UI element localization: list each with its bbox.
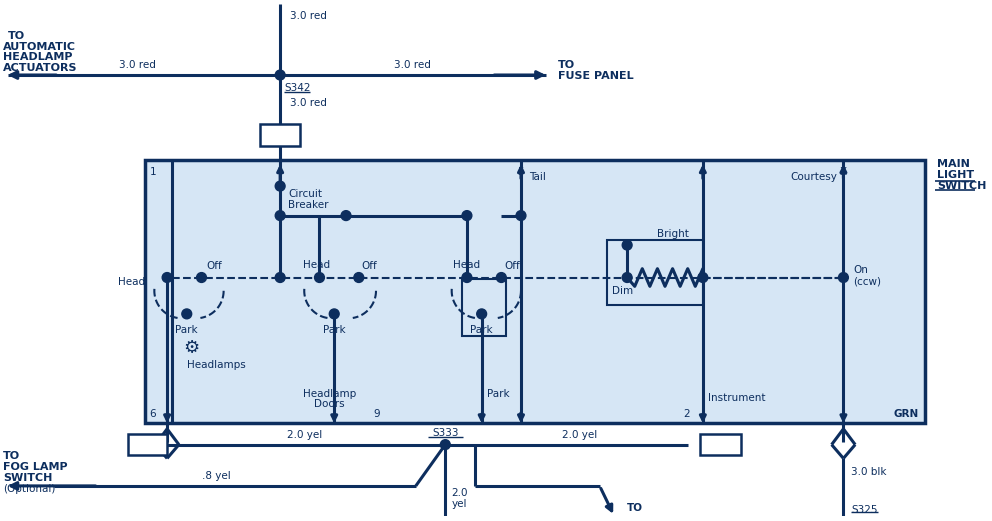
Text: (Optional): (Optional)	[3, 484, 56, 494]
Text: 2.0: 2.0	[451, 488, 467, 498]
Circle shape	[622, 272, 632, 282]
Text: Circuit: Circuit	[288, 189, 322, 199]
Text: LIGHT: LIGHT	[936, 170, 974, 180]
Circle shape	[275, 70, 285, 80]
Text: SWITCH: SWITCH	[3, 473, 53, 483]
Text: 5: 5	[517, 167, 524, 178]
Text: Head: Head	[453, 260, 480, 270]
Circle shape	[314, 272, 324, 282]
Text: Courtesy: Courtesy	[791, 172, 837, 182]
Text: Off: Off	[362, 260, 378, 271]
Text: 3.0 red: 3.0 red	[395, 60, 432, 70]
Text: Head: Head	[303, 260, 330, 270]
Text: TO: TO	[627, 503, 643, 513]
Circle shape	[275, 210, 285, 220]
Text: Head: Head	[118, 277, 146, 288]
Bar	[700, 434, 741, 455]
Text: TO: TO	[3, 451, 20, 462]
Circle shape	[275, 181, 285, 191]
Circle shape	[440, 440, 450, 450]
Text: Doors: Doors	[314, 399, 344, 410]
Text: Park: Park	[176, 325, 198, 334]
Text: Park: Park	[323, 325, 345, 334]
Text: 150: 150	[709, 440, 732, 450]
Text: Breaker: Breaker	[288, 200, 328, 210]
Text: FOG LAMP: FOG LAMP	[3, 462, 67, 472]
Text: GRN: GRN	[894, 409, 920, 419]
Bar	[607, 240, 703, 305]
Text: Park: Park	[470, 325, 493, 334]
Text: 2: 2	[277, 130, 284, 140]
Text: 2.0 yel: 2.0 yel	[562, 430, 597, 440]
Circle shape	[477, 309, 487, 319]
Text: FUSE PANEL: FUSE PANEL	[558, 71, 634, 81]
Text: ⚙: ⚙	[184, 339, 199, 357]
Text: Headlamps: Headlamps	[186, 360, 245, 370]
Text: AUTOMATIC: AUTOMATIC	[3, 42, 76, 52]
Text: (ccw): (ccw)	[853, 277, 881, 287]
Text: yel: yel	[451, 499, 466, 508]
Text: 4: 4	[517, 409, 524, 419]
Bar	[261, 124, 300, 146]
Text: 10: 10	[140, 440, 155, 450]
Text: X: X	[839, 167, 846, 178]
Circle shape	[182, 309, 191, 319]
Text: TO: TO	[8, 31, 25, 41]
Circle shape	[275, 272, 285, 282]
Bar	[128, 434, 167, 455]
Text: Off: Off	[504, 260, 520, 271]
Circle shape	[622, 240, 632, 250]
Text: 9: 9	[374, 409, 380, 419]
Text: .8 yel: .8 yel	[202, 471, 230, 481]
Text: Off: Off	[206, 260, 222, 271]
Text: S333: S333	[433, 428, 458, 438]
Text: S325: S325	[851, 505, 878, 515]
Text: 3.0 red: 3.0 red	[290, 11, 326, 21]
Circle shape	[496, 272, 506, 282]
Text: MAIN: MAIN	[936, 159, 969, 169]
Circle shape	[462, 272, 472, 282]
Text: 1: 1	[150, 167, 156, 178]
Circle shape	[698, 272, 707, 282]
Bar	[462, 279, 506, 336]
Text: SWITCH: SWITCH	[936, 181, 986, 191]
Text: ACTUATORS: ACTUATORS	[3, 63, 77, 73]
Bar	[146, 159, 925, 423]
Text: On: On	[853, 265, 868, 275]
Circle shape	[516, 210, 526, 220]
Circle shape	[838, 272, 848, 282]
Text: S342: S342	[284, 83, 310, 93]
Text: 3.0 red: 3.0 red	[119, 60, 156, 70]
Text: Instrument: Instrument	[707, 393, 765, 403]
Text: Bright: Bright	[657, 229, 688, 239]
Circle shape	[462, 210, 472, 220]
Text: 2: 2	[683, 409, 689, 419]
Text: Tail: Tail	[529, 172, 546, 182]
Text: 2.0 yel: 2.0 yel	[287, 430, 322, 440]
Circle shape	[163, 272, 172, 282]
Text: 6: 6	[150, 409, 156, 419]
Circle shape	[329, 309, 339, 319]
Circle shape	[196, 272, 206, 282]
Circle shape	[354, 272, 364, 282]
Text: 3.0 red: 3.0 red	[290, 97, 326, 107]
Text: 3.0 blk: 3.0 blk	[851, 467, 887, 477]
Text: Park: Park	[487, 389, 509, 399]
Circle shape	[341, 210, 351, 220]
Text: TO: TO	[558, 60, 575, 70]
Text: Dim: Dim	[612, 286, 633, 296]
Text: HEADLAMP: HEADLAMP	[3, 52, 72, 63]
Text: Headlamp: Headlamp	[303, 389, 356, 399]
